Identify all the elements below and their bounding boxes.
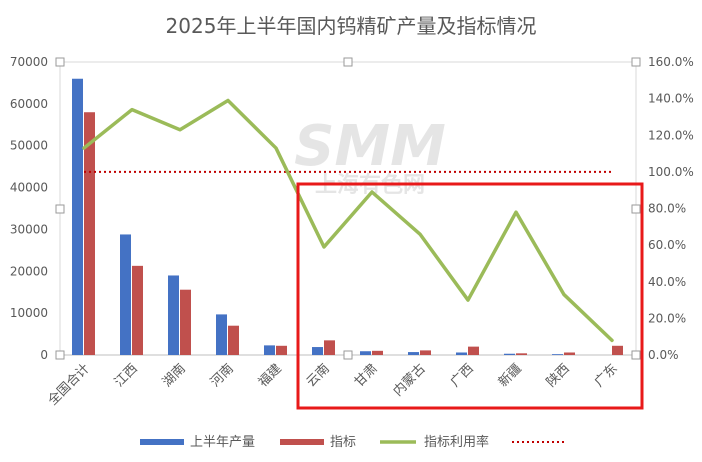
y-axis-left-ticks: 0 10000 20000 30000 40000 50000 60000 70000 [10, 55, 48, 362]
category-label: 陕西 [544, 361, 573, 390]
y-right-tick-label: 0.0% [648, 348, 679, 362]
bar-quota [564, 352, 575, 355]
category-label: 全国合计 [45, 361, 93, 409]
y-left-tick-label: 30000 [10, 222, 48, 236]
y-right-tick-label: 20.0% [648, 311, 686, 325]
y-left-tick-label: 40000 [10, 181, 48, 195]
handle-top-left[interactable] [55, 57, 65, 67]
selection-handles[interactable] [55, 57, 641, 360]
bar-series [72, 78, 623, 355]
x-axis-category-labels: 全国合计 江西 湖南 河南 福建 云南 甘肃 内蒙古 广西 新疆 陕西 广东 [45, 361, 621, 409]
bar-production [408, 352, 419, 355]
category-label: 江西 [112, 361, 141, 390]
bar-production [72, 78, 83, 355]
handle-bottom-left[interactable] [55, 350, 65, 360]
utilization-line [82, 98, 614, 343]
legend-label-production: 上半年产量 [190, 435, 255, 450]
bar-production [120, 234, 131, 355]
bar-production [504, 353, 515, 355]
y-axis-right-ticks: 0.0% 20.0% 40.0% 60.0% 80.0% 100.0% 120.0% 140.… [648, 55, 694, 362]
svg-text:SMM: SMM [294, 114, 446, 179]
bar-quota [372, 350, 383, 355]
bar-quota [228, 325, 239, 355]
y-right-tick-label: 100.0% [648, 165, 694, 179]
y-left-tick-label: 20000 [10, 264, 48, 278]
category-label: 福建 [256, 361, 285, 390]
chart-title: 2025年上半年国内钨精矿产量及指标情况 [166, 14, 537, 38]
legend: 上半年产量 指标 指标利用率 [140, 434, 564, 450]
category-label: 河南 [207, 361, 237, 391]
category-label: 内蒙古 [390, 361, 429, 400]
y-right-tick-label: 140.0% [648, 92, 694, 106]
bar-quota [180, 289, 191, 355]
legend-label-quota: 指标 [330, 435, 356, 450]
category-label: 广东 [592, 361, 621, 390]
y-right-tick-label: 60.0% [648, 238, 686, 252]
bar-production [456, 352, 467, 355]
y-left-tick-label: 60000 [10, 97, 48, 111]
bar-quota [516, 353, 527, 355]
y-right-tick-label: 40.0% [648, 275, 686, 289]
handle-bottom-center[interactable] [343, 350, 353, 360]
y-left-tick-label: 70000 [10, 55, 48, 69]
bar-production [360, 351, 371, 355]
y-right-tick-label: 80.0% [648, 202, 686, 216]
bar-production [168, 275, 179, 355]
legend-label-utilization: 指标利用率 [424, 434, 489, 450]
handle-top-center[interactable] [343, 57, 353, 67]
y-right-tick-label: 160.0% [648, 55, 694, 69]
line-series [82, 98, 614, 343]
y-left-tick-label: 0 [40, 348, 48, 362]
bar-quota [276, 345, 287, 355]
y-left-tick-label: 50000 [10, 139, 48, 153]
handle-top-right[interactable] [631, 57, 641, 67]
bar-quota [420, 350, 431, 355]
category-label: 甘肃 [352, 361, 381, 390]
y-right-tick-label: 120.0% [648, 128, 694, 142]
handle-mid-right[interactable] [631, 204, 641, 214]
bar-quota [468, 346, 479, 355]
plot-selection-frame [59, 61, 637, 356]
category-label: 湖南 [159, 361, 189, 391]
legend-swatch-quota [280, 439, 324, 445]
y-left-tick-label: 10000 [10, 306, 48, 320]
bar-production [216, 314, 227, 355]
category-label: 新疆 [495, 361, 525, 391]
handle-mid-left[interactable] [55, 204, 65, 214]
category-label: 广西 [448, 361, 477, 390]
bar-production [264, 345, 275, 355]
bar-quota [612, 345, 623, 355]
handle-bottom-right[interactable] [631, 350, 641, 360]
category-label: 云南 [303, 361, 333, 391]
bar-quota [84, 112, 95, 355]
highlight-box [296, 182, 644, 410]
legend-swatch-production [140, 439, 184, 445]
bar-production [552, 354, 563, 355]
bar-quota [324, 340, 335, 355]
bar-quota [132, 265, 143, 355]
bar-production [312, 347, 323, 355]
